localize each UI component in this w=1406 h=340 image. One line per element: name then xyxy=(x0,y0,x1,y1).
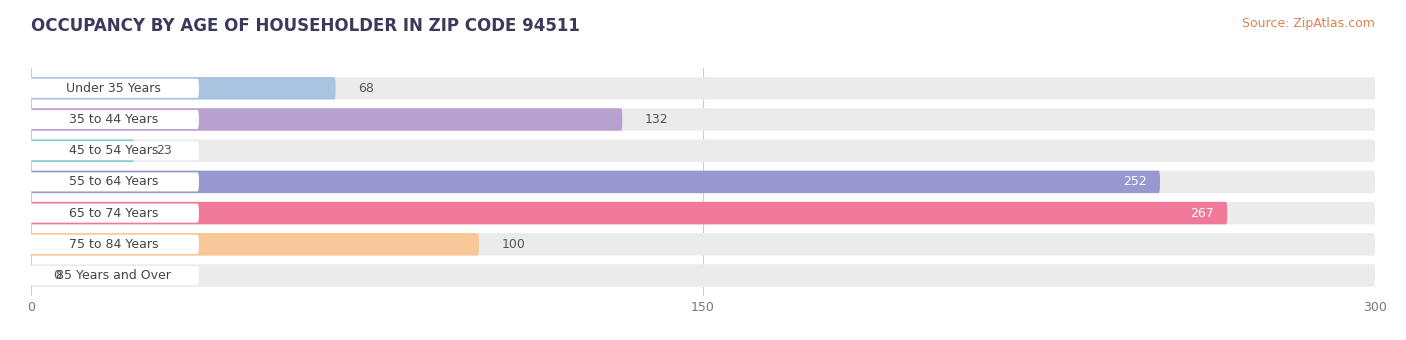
FancyBboxPatch shape xyxy=(28,204,200,223)
FancyBboxPatch shape xyxy=(28,266,200,285)
Text: 252: 252 xyxy=(1123,175,1146,188)
Text: 0: 0 xyxy=(53,269,62,282)
FancyBboxPatch shape xyxy=(28,79,200,98)
FancyBboxPatch shape xyxy=(28,172,200,191)
FancyBboxPatch shape xyxy=(28,141,200,160)
Text: 267: 267 xyxy=(1189,207,1213,220)
FancyBboxPatch shape xyxy=(31,233,1375,256)
FancyBboxPatch shape xyxy=(31,233,479,256)
FancyBboxPatch shape xyxy=(31,202,1227,224)
FancyBboxPatch shape xyxy=(31,171,1160,193)
FancyBboxPatch shape xyxy=(31,108,1375,131)
Text: 85 Years and Over: 85 Years and Over xyxy=(56,269,172,282)
Text: 65 to 74 Years: 65 to 74 Years xyxy=(69,207,159,220)
FancyBboxPatch shape xyxy=(31,264,1375,287)
FancyBboxPatch shape xyxy=(31,77,1375,100)
Text: 132: 132 xyxy=(645,113,668,126)
Text: 100: 100 xyxy=(502,238,526,251)
Text: Source: ZipAtlas.com: Source: ZipAtlas.com xyxy=(1241,17,1375,30)
FancyBboxPatch shape xyxy=(28,235,200,254)
FancyBboxPatch shape xyxy=(31,108,623,131)
FancyBboxPatch shape xyxy=(31,171,1375,193)
FancyBboxPatch shape xyxy=(28,110,200,129)
Text: OCCUPANCY BY AGE OF HOUSEHOLDER IN ZIP CODE 94511: OCCUPANCY BY AGE OF HOUSEHOLDER IN ZIP C… xyxy=(31,17,579,35)
FancyBboxPatch shape xyxy=(31,202,1375,224)
Text: 55 to 64 Years: 55 to 64 Years xyxy=(69,175,159,188)
Text: 75 to 84 Years: 75 to 84 Years xyxy=(69,238,159,251)
Text: Under 35 Years: Under 35 Years xyxy=(66,82,162,95)
Text: 68: 68 xyxy=(359,82,374,95)
FancyBboxPatch shape xyxy=(31,139,134,162)
Text: 23: 23 xyxy=(156,144,172,157)
FancyBboxPatch shape xyxy=(31,77,336,100)
FancyBboxPatch shape xyxy=(31,139,1375,162)
Text: 35 to 44 Years: 35 to 44 Years xyxy=(69,113,159,126)
Text: 45 to 54 Years: 45 to 54 Years xyxy=(69,144,159,157)
